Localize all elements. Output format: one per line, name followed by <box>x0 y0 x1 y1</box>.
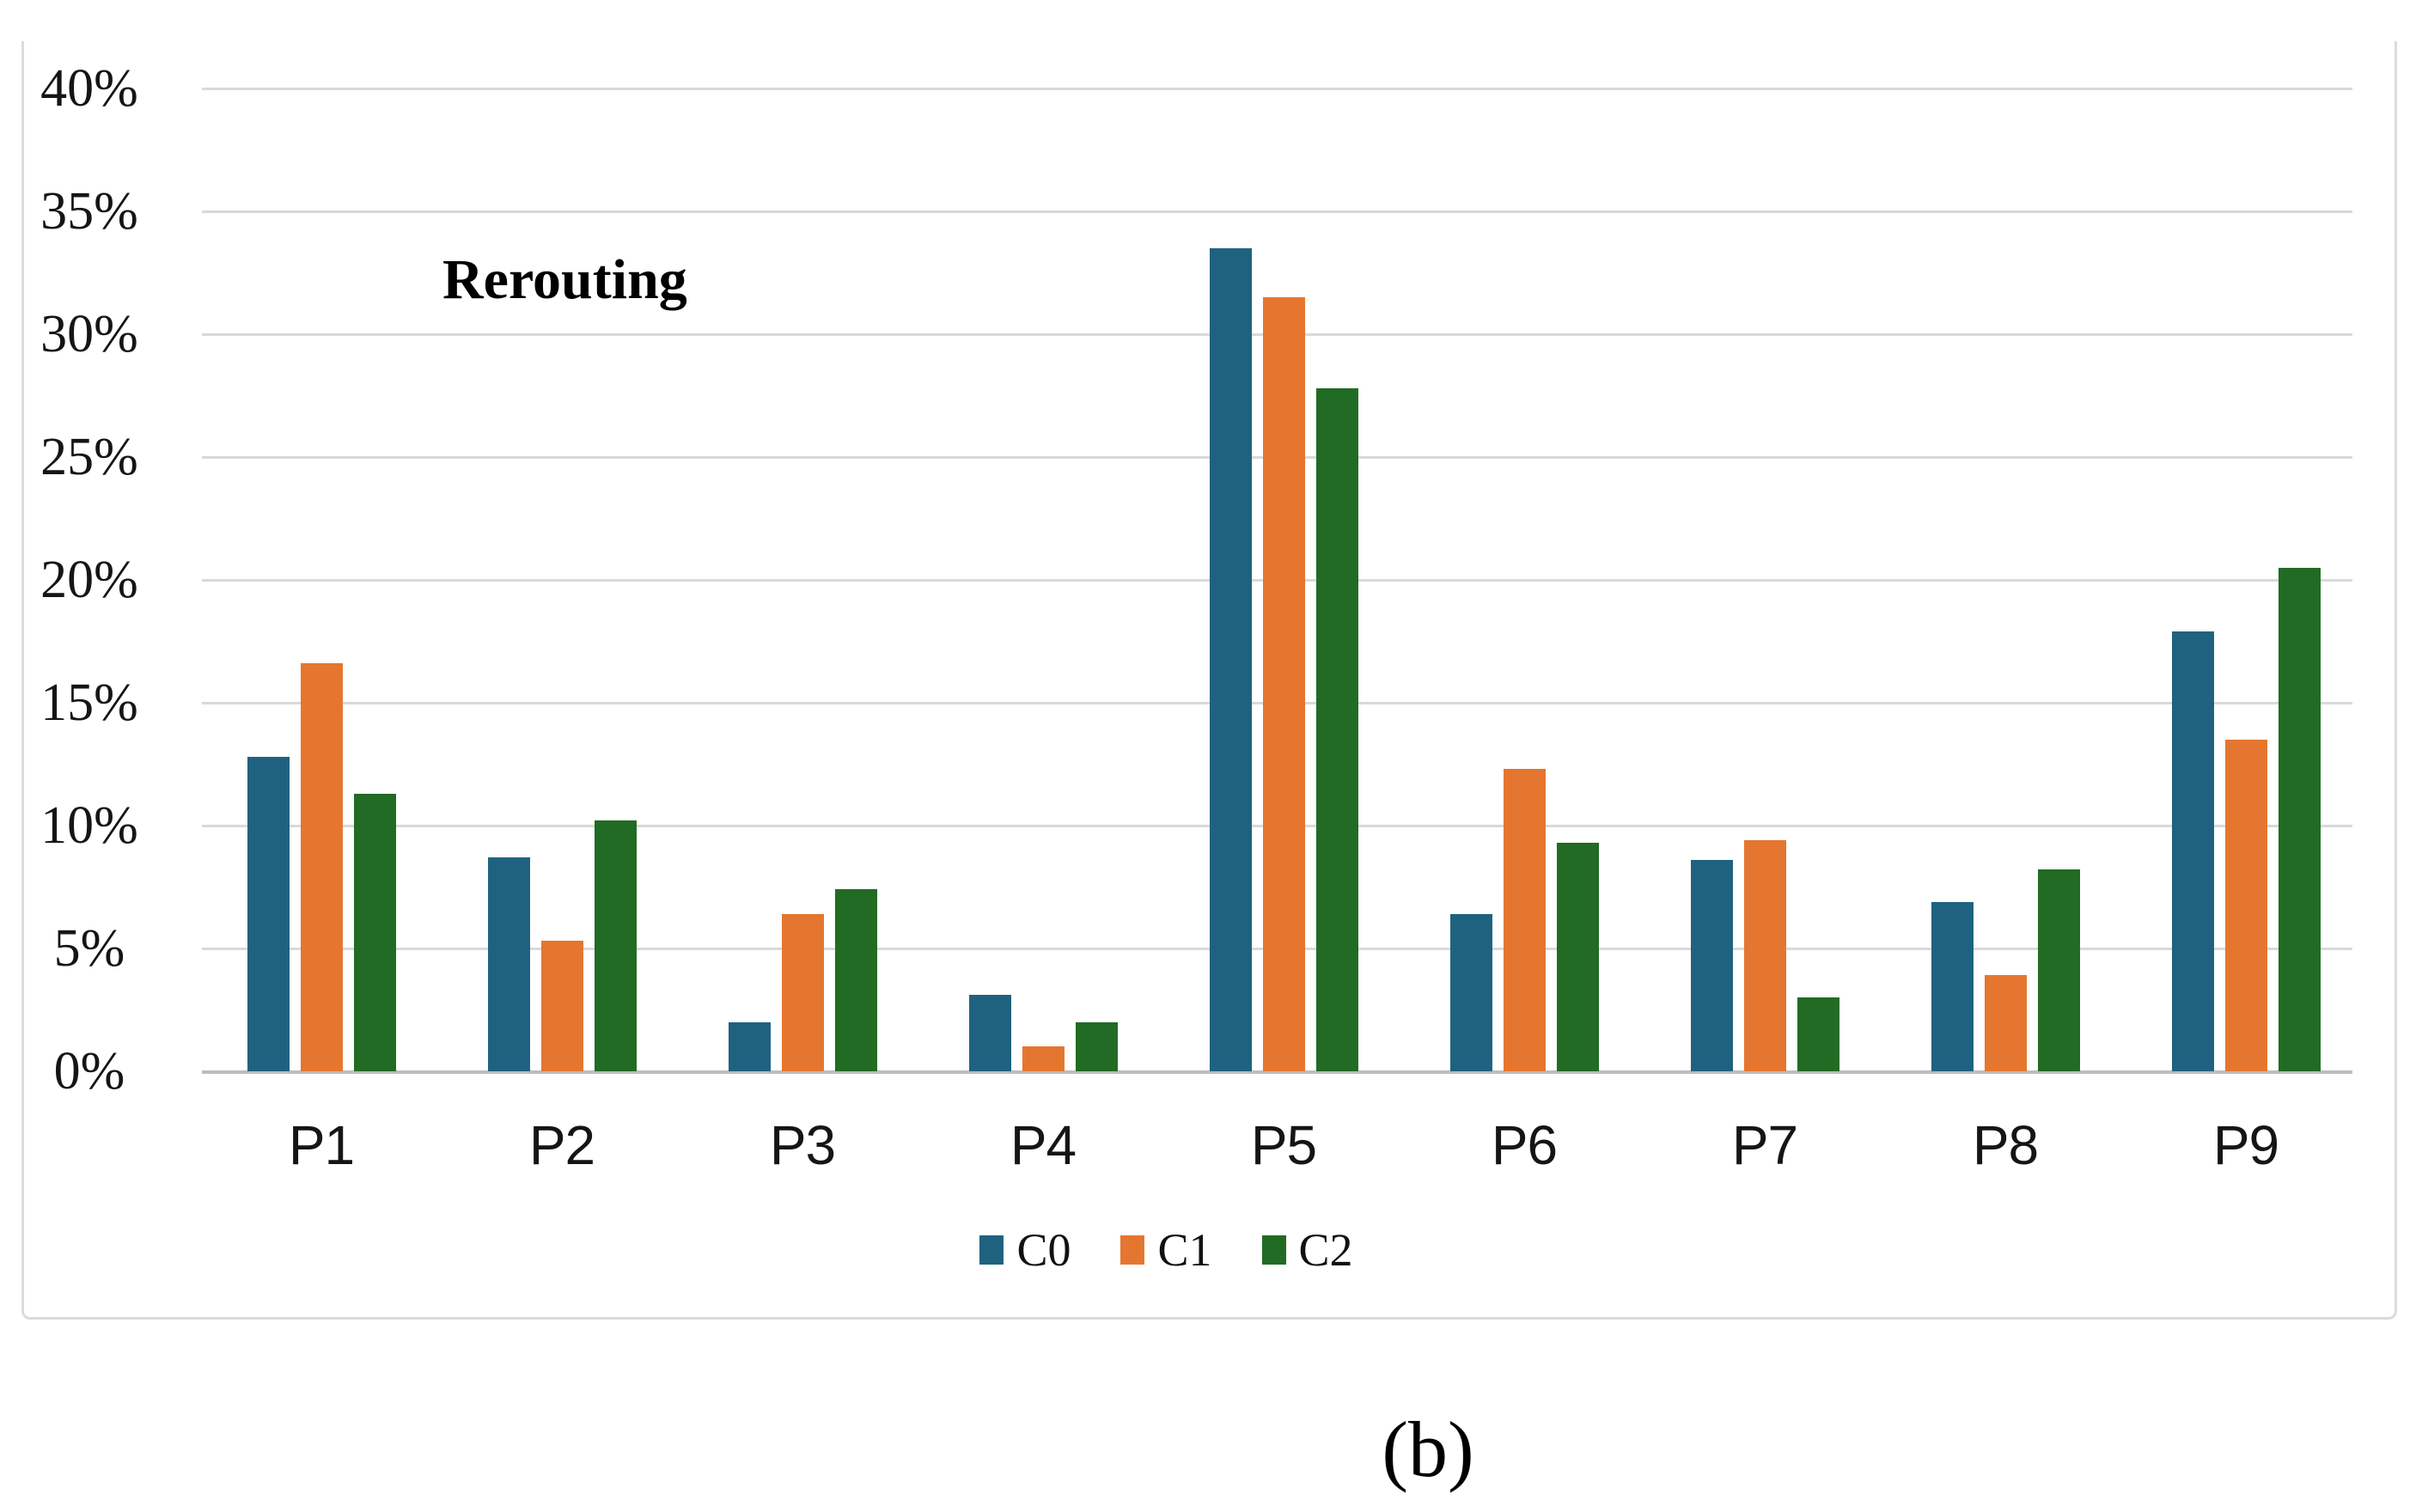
legend-item-C0: C0 <box>979 1223 1071 1277</box>
bar-P3-C1 <box>782 914 824 1071</box>
legend-label-C1: C1 <box>1157 1224 1212 1276</box>
bar-P7-C1 <box>1744 840 1786 1071</box>
legend-label-C0: C0 <box>1016 1224 1071 1276</box>
legend-swatch-C0 <box>979 1235 1004 1265</box>
y-tick-label-0pct: 0% <box>53 1042 125 1100</box>
chart-title: Rerouting <box>442 248 687 311</box>
figure-caption: (b) <box>1382 1405 1474 1493</box>
gridline-35 <box>202 210 2352 213</box>
bar-P4-C0 <box>969 995 1011 1071</box>
bar-P1-C2 <box>354 794 396 1071</box>
bar-P9-C2 <box>2279 568 2321 1071</box>
bar-P8-C2 <box>2038 869 2080 1071</box>
bar-P5-C1 <box>1263 297 1305 1071</box>
legend: C0 C1 C2 <box>0 1223 2377 1277</box>
bar-P6-C0 <box>1450 914 1492 1071</box>
bar-P3-C2 <box>835 889 877 1071</box>
x-tick-label-P1: P1 <box>288 1114 355 1176</box>
bar-P1-C0 <box>247 757 290 1071</box>
bar-P1-C1 <box>301 663 343 1071</box>
x-tick-label-P3: P3 <box>769 1114 836 1176</box>
x-axis-line <box>202 1070 2352 1074</box>
y-tick-label-40pct: 40% <box>40 59 138 118</box>
bar-P4-C2 <box>1076 1022 1118 1071</box>
x-tick-label-P5: P5 <box>1250 1114 1317 1176</box>
bar-P2-C0 <box>488 857 530 1071</box>
bar-P7-C2 <box>1797 997 1839 1071</box>
y-tick-label-35pct: 35% <box>40 182 138 241</box>
gridline-40 <box>202 88 2352 90</box>
x-tick-label-P9: P9 <box>2212 1114 2279 1176</box>
x-tick-label-P8: P8 <box>1972 1114 2039 1176</box>
bar-P9-C1 <box>2225 740 2267 1071</box>
x-tick-label-P4: P4 <box>1010 1114 1077 1176</box>
bar-P9-C0 <box>2172 631 2214 1071</box>
y-tick-label-5pct: 5% <box>53 919 125 978</box>
y-tick-label-15pct: 15% <box>40 674 138 732</box>
bar-P7-C0 <box>1691 860 1733 1071</box>
chart-panel-border <box>21 41 2397 1320</box>
x-tick-label-P6: P6 <box>1491 1114 1558 1176</box>
legend-item-C1: C1 <box>1120 1223 1212 1277</box>
bar-P4-C1 <box>1022 1046 1065 1071</box>
y-tick-label-20pct: 20% <box>40 551 138 609</box>
bar-P2-C2 <box>595 820 637 1071</box>
legend-item-C2: C2 <box>1261 1223 1353 1277</box>
y-tick-label-25pct: 25% <box>40 428 138 486</box>
bar-P8-C1 <box>1985 975 2027 1071</box>
legend-swatch-C1 <box>1120 1235 1145 1265</box>
bar-P6-C1 <box>1504 769 1546 1071</box>
bar-P3-C0 <box>729 1022 771 1071</box>
y-tick-label-30pct: 30% <box>40 305 138 363</box>
bar-P2-C1 <box>541 941 583 1071</box>
x-tick-label-P7: P7 <box>1731 1114 1798 1176</box>
bar-P8-C0 <box>1931 902 1974 1071</box>
bar-P5-C2 <box>1316 388 1358 1071</box>
y-tick-label-10pct: 10% <box>40 796 138 855</box>
legend-swatch-C2 <box>1261 1235 1286 1265</box>
bar-P5-C0 <box>1210 248 1252 1071</box>
legend-label-C2: C2 <box>1298 1224 1353 1276</box>
x-tick-label-P2: P2 <box>528 1114 595 1176</box>
bar-P6-C2 <box>1557 843 1599 1071</box>
